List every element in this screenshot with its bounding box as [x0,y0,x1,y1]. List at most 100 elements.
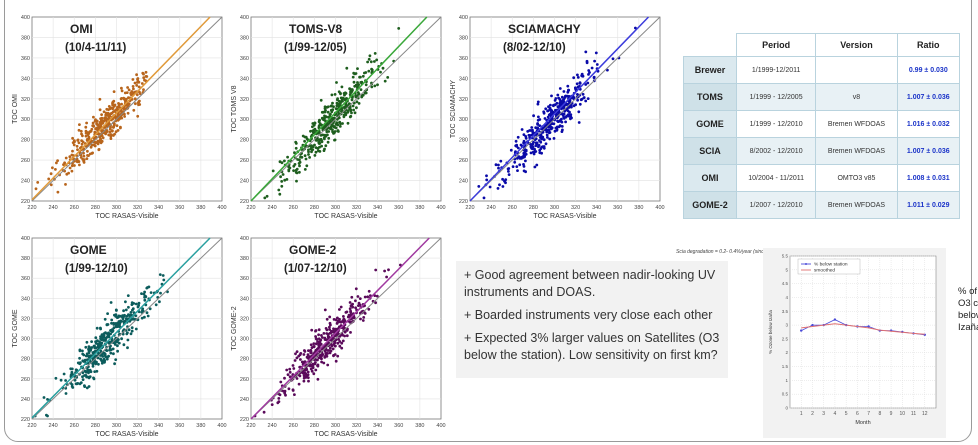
scatter-point [54,168,57,171]
y-tick-label: 380 [240,256,249,262]
scatter-point [367,289,371,293]
y-tick-label: 220 [21,199,30,205]
scatter-point [83,358,87,362]
scatter-point [314,146,318,150]
scatter-point [102,332,106,335]
scatter-point [316,377,320,381]
scatter-point [350,295,354,299]
scatter-point [572,104,576,108]
scatter-point [336,123,340,127]
scatter-point [95,119,99,123]
table-cell-version [815,56,898,84]
scatter-point [366,60,369,64]
scatter-point [107,331,110,335]
scatter-point [142,72,145,76]
scatter-point [373,84,377,88]
scatter-point [329,127,332,131]
scatter-point [320,334,323,337]
scatter-point [137,85,141,89]
table-cell-version: OMTO3 v85 [815,164,898,192]
scatter-point [149,291,153,294]
scatter-point [314,329,317,333]
scatter-point [590,66,594,70]
scatter-point [374,268,378,272]
scatter-point [112,90,116,93]
scatter-point [530,126,534,129]
scatter-point [288,375,292,379]
scatter-point [352,101,356,105]
scatter-point [354,287,358,291]
scatter-point [593,59,596,63]
scatter-point [333,138,336,142]
y-tick-label: 220 [240,417,249,423]
scatter-point [501,185,505,188]
scatter-point [524,152,528,156]
scatter-point [515,145,519,148]
table-header-ratio: Ratio [896,33,961,57]
scatter-point [93,344,96,348]
scatter-point [81,375,84,379]
scatter-point [532,152,536,156]
y-tick-label: 1.5 [782,364,789,369]
scatter-point [104,337,108,341]
scatter-point [348,301,352,304]
scatter-point [307,349,310,352]
scatter-point [98,121,102,125]
scatter-point [361,319,365,322]
scatter-point [84,129,88,133]
scatter-point [123,91,127,95]
x-tick-label: 380 [196,205,205,211]
scatter-point [540,137,544,141]
y-tick-label: 400 [240,15,249,21]
scatter-point [326,334,330,338]
scatter-point [97,148,101,151]
scatter-point [536,102,540,106]
x-tick-label: 240 [268,423,277,429]
scatter-point [108,347,112,351]
scatter-point [320,110,324,114]
scatter-point [56,190,60,194]
scatter-point [321,336,324,339]
scatter-point [337,104,340,107]
scatter-point [334,328,338,332]
x-tick-label: 360 [394,423,403,429]
scatter-point [310,328,314,332]
scatter-point [397,27,401,30]
x-tick-label: 260 [70,205,79,211]
scatter-point [116,315,120,319]
scatter-point [311,148,314,152]
x-tick-label: 300 [112,423,121,429]
scatter-point [87,376,91,380]
scatter-point [554,113,558,117]
scatter-point [49,183,53,187]
scatter-point [595,63,599,66]
scatter-point [345,66,349,70]
scatter-point [576,76,580,79]
scatter-point [68,155,72,159]
scatter-point [555,125,559,129]
table-cell-period: 1/1999 - 12/2010 [735,110,817,138]
scatter-point [293,151,296,155]
scatter-point [524,170,527,174]
scatter-point [341,339,345,343]
scatter-point [107,354,110,358]
series-point [800,329,803,332]
scatter-point [338,340,342,343]
scatter-point [92,377,96,381]
y-tick-label: 220 [459,199,468,205]
scatter-point [70,367,74,371]
scatter-point [561,101,564,105]
table-header-version: Version [815,33,898,57]
scatter-point [92,125,95,128]
scatter-point [109,137,113,141]
scatter-gome-svg: 220 240 260 280 300 320 340 360 380 400 220 240 260 2… [12,236,227,438]
scatter-point [537,115,540,119]
scatter-point [543,117,547,120]
scatter-point [285,178,289,181]
scatter-point [300,155,304,159]
scatter-point [317,333,320,337]
scatter-point [353,111,357,115]
y-tick-label: 260 [459,158,468,164]
scatter-point [356,81,359,84]
scatter-point [136,114,140,118]
